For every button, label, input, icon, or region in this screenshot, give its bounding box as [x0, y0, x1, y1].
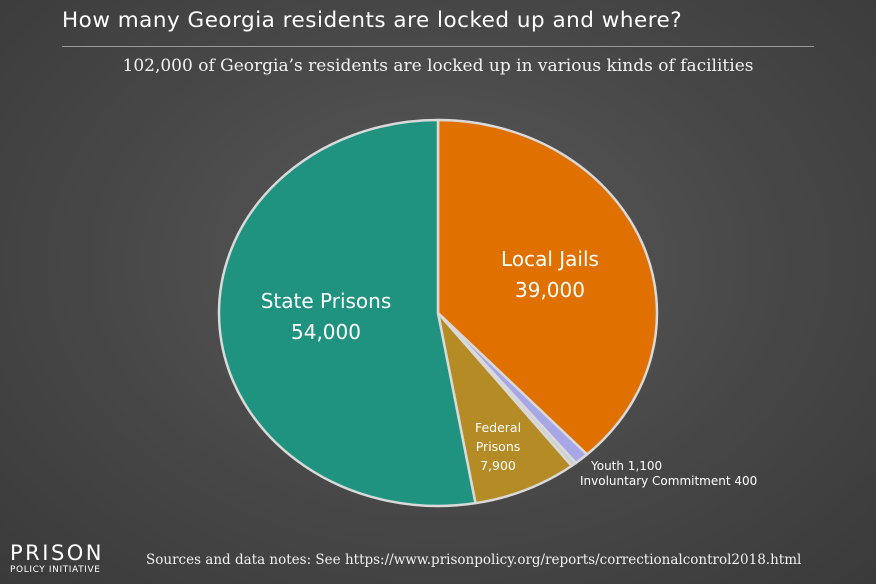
label-local-jails-line: 39,000 [515, 278, 585, 302]
label-youth-line: Youth 1,100 [590, 459, 662, 473]
label-federal-prisons: Federal Prisons 7,900 [475, 420, 521, 473]
slice-state-prisons [217, 118, 477, 508]
label-federal-prisons-line: Federal [475, 420, 521, 435]
slice-federal-prisons [436, 311, 573, 505]
slice-local-jails [436, 118, 659, 456]
pie-slices [217, 118, 659, 508]
label-local-jails: Local Jails 39,000 [501, 247, 599, 302]
label-involuntary-commitment-line: Involuntary Commitment 400 [580, 474, 757, 488]
page-title: How many Georgia residents are locked up… [62, 8, 683, 33]
label-state-prisons: State Prisons 54,000 [261, 289, 392, 344]
pie-labels: Local Jails 39,000 Youth 1,100Involuntary … [261, 247, 758, 488]
label-youth: Youth 1,100 [590, 459, 662, 473]
logo-wordmark-bottom: POLICY INITIATIVE [10, 565, 101, 575]
label-state-prisons-line: State Prisons [261, 289, 392, 313]
title-divider [62, 46, 814, 47]
chart-subtitle: 102,000 of Georgia’s residents are locke… [122, 56, 754, 76]
label-federal-prisons-line: Prisons [476, 439, 521, 454]
label-federal-prisons-line: 7,900 [480, 458, 516, 473]
sources-note[interactable]: Sources and data notes: See https://www.… [146, 552, 802, 568]
label-local-jails-line: Local Jails [501, 247, 599, 271]
label-involuntary-commitment: Involuntary Commitment 400 [580, 474, 757, 488]
label-state-prisons-line: 54,000 [291, 320, 361, 344]
prison-policy-logo: PRISON POLICY INITIATIVE [10, 542, 104, 576]
logo-wordmark-top: PRISON [10, 541, 105, 565]
